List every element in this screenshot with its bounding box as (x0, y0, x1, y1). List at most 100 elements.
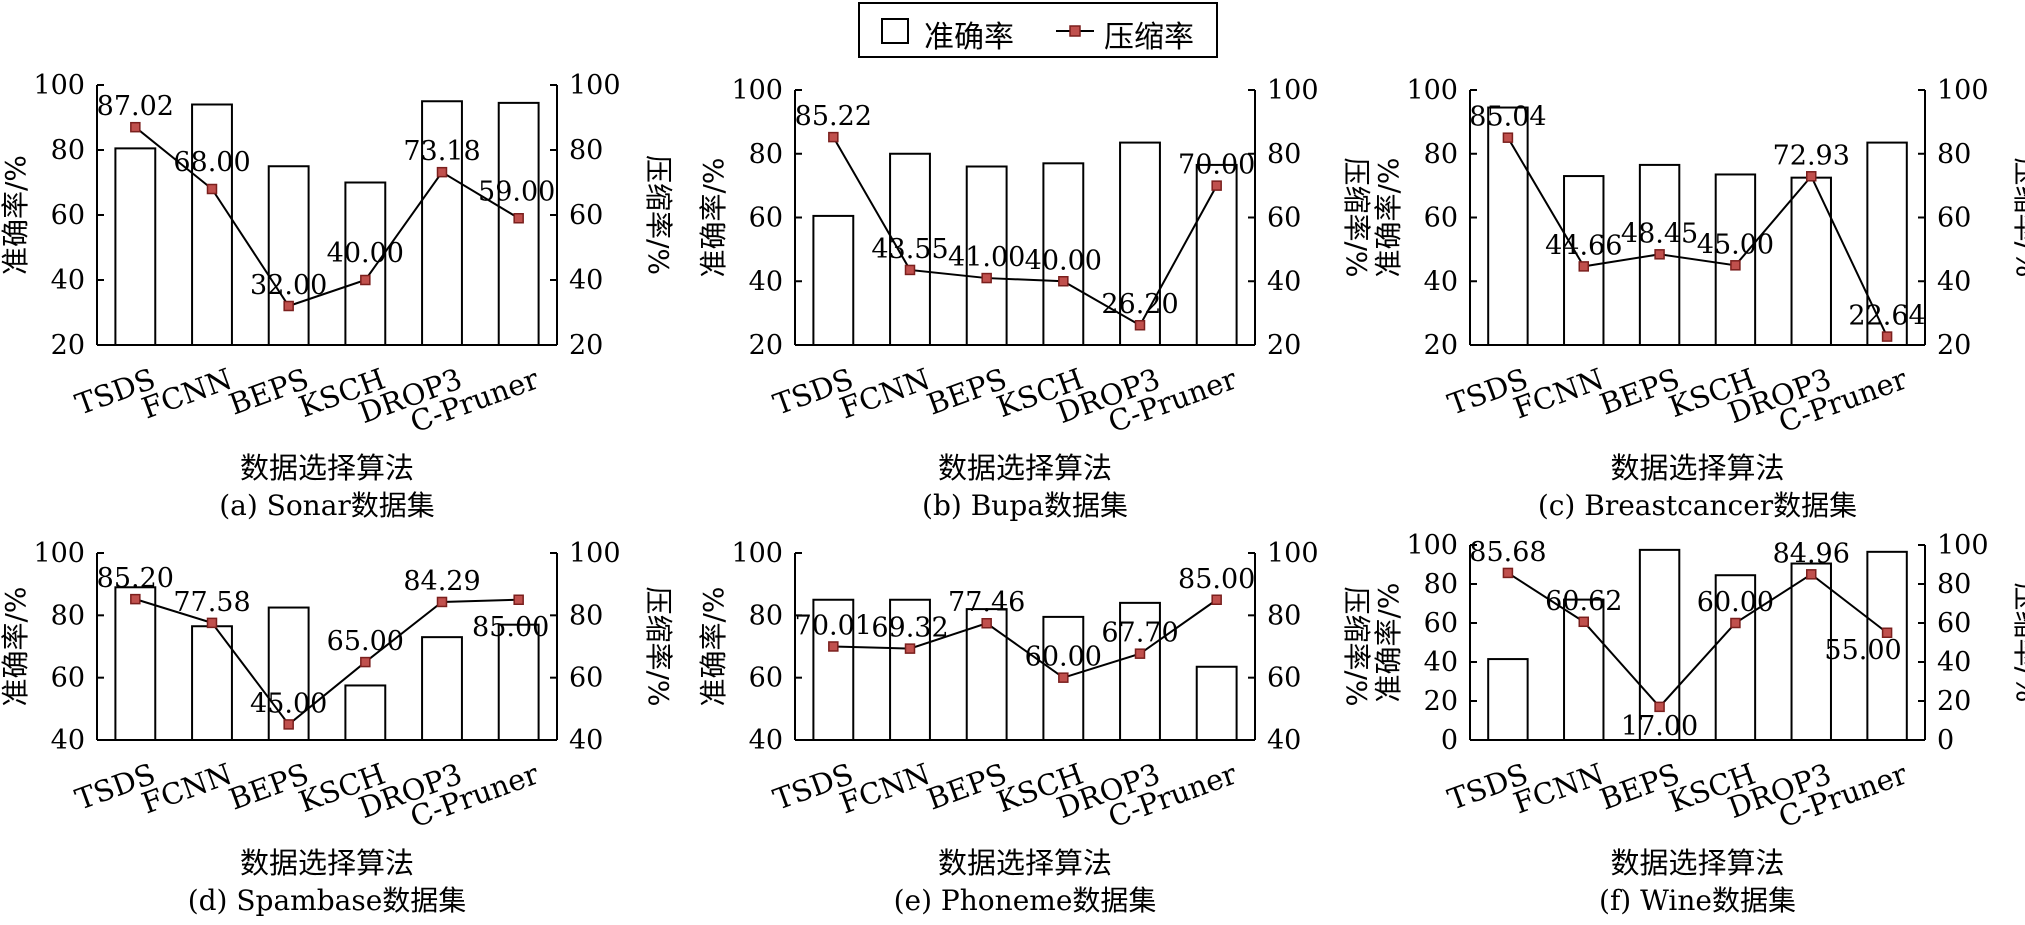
left-tick-label: 20 (1424, 330, 1458, 361)
compression-data-label: 85.68 (1469, 537, 1546, 568)
left-tick-label: 80 (1424, 569, 1458, 600)
accuracy-bar (812, 598, 855, 741)
category-tick-label: FCNN (835, 757, 934, 821)
accuracy-bar (965, 608, 1008, 741)
compression-data-label: 85.00 (472, 612, 549, 643)
compression-marker (1730, 260, 1741, 271)
right-tick-label: 60 (569, 663, 603, 694)
right-tick-label: 20 (1937, 686, 1971, 717)
accuracy-bar (421, 636, 463, 742)
right-tick-label: 80 (569, 135, 603, 166)
compression-marker (1578, 616, 1589, 628)
compression-data-label: 68.00 (173, 147, 250, 178)
compression-marker (513, 594, 524, 605)
right-tick-label: 0 (1937, 725, 1954, 756)
accuracy-bar (965, 165, 1008, 346)
x-axis-title: 数据选择算法 (240, 451, 414, 485)
compression-data-label: 26.20 (1101, 289, 1178, 320)
compression-data-label: 85.22 (795, 101, 872, 132)
x-axis-title: 数据选择算法 (1610, 451, 1784, 485)
compression-marker (360, 274, 371, 286)
compression-marker (283, 719, 294, 730)
compression-marker (1881, 627, 1893, 638)
legend-compression-label: 压缩率 (1104, 20, 1194, 55)
accuracy-bar (1487, 106, 1529, 346)
left-tick-label: 0 (1441, 725, 1458, 756)
accuracy-bar (1042, 162, 1085, 346)
accuracy-bar (267, 165, 310, 346)
left-tick-label: 60 (749, 203, 783, 234)
legend: 准确率 压缩率 (858, 2, 1218, 58)
compression-marker (1730, 617, 1741, 629)
compression-marker (436, 166, 448, 178)
compression-marker (981, 617, 992, 629)
accuracy-bar (114, 586, 157, 741)
compression-data-label: 40.00 (1025, 245, 1102, 276)
compression-marker (206, 183, 218, 195)
right-tick-label: 20 (1267, 330, 1301, 361)
compression-data-label: 43.55 (871, 234, 948, 265)
right-tick-label: 100 (1267, 75, 1319, 106)
compression-marker (1502, 132, 1514, 143)
accuracy-bar (812, 214, 855, 346)
accuracy-bar (1790, 176, 1832, 346)
compression-data-label: 77.46 (948, 587, 1025, 618)
compression-data-label: 84.29 (403, 566, 480, 597)
accuracy-bar (191, 625, 233, 741)
left-tick-label: 100 (1406, 530, 1458, 561)
compression-marker (130, 593, 141, 605)
compression-line (134, 126, 520, 308)
compression-data-label: 44.66 (1545, 230, 1622, 261)
compression-data-label: 55.00 (1824, 635, 1901, 666)
right-tick-label: 80 (1937, 569, 1971, 600)
compression-data-label: 73.18 (403, 136, 480, 167)
left-tick-label: 40 (51, 725, 85, 756)
compression-data-label: 45.00 (1697, 229, 1774, 260)
compression-marker (828, 641, 839, 652)
panel-caption: (c) Breastcancer数据集 (1538, 489, 1857, 522)
accuracy-bar (114, 147, 157, 346)
y-axis-right-title: 压缩率/% (1340, 586, 1373, 706)
compression-data-label: 48.45 (1621, 218, 1698, 249)
panel-caption: (a) Sonar数据集 (219, 489, 435, 522)
left-tick-label: 60 (51, 663, 85, 694)
left-tick-label: 80 (51, 135, 85, 166)
left-tick-label: 60 (749, 663, 783, 694)
compression-data-label: 84.96 (1773, 538, 1850, 569)
compression-marker (1806, 569, 1817, 580)
right-tick-label: 40 (1267, 725, 1301, 756)
accuracy-bar (889, 598, 931, 741)
accuracy-bar (1866, 550, 1908, 742)
compression-data-label: 59.00 (478, 176, 555, 207)
compression-marker (904, 264, 916, 276)
accuracy-bar (1563, 175, 1605, 346)
left-tick-label: 60 (1424, 203, 1458, 234)
compression-marker (904, 643, 916, 654)
y-axis-right-title: 压缩率/% (642, 586, 675, 706)
left-tick-label: 40 (1424, 266, 1458, 297)
left-tick-label: 100 (731, 75, 783, 106)
left-tick-label: 100 (33, 70, 85, 101)
compression-marker (828, 131, 839, 143)
compression-marker (1806, 171, 1817, 182)
compression-data-label: 41.00 (948, 242, 1025, 273)
y-axis-left-title: 准确率/% (0, 586, 32, 706)
compression-marker (206, 617, 218, 629)
left-tick-label: 80 (749, 600, 783, 631)
x-axis-title: 数据选择算法 (1610, 846, 1784, 880)
compression-data-label: 60.62 (1545, 586, 1622, 617)
y-axis-right-title: 压缩率/% (2010, 582, 2025, 702)
accuracy-bar (344, 181, 387, 346)
accuracy-bar (1195, 163, 1238, 346)
left-tick-label: 80 (1424, 139, 1458, 170)
compression-data-label: 85.20 (97, 563, 174, 594)
accuracy-bar (421, 100, 463, 346)
accuracy-bar (1714, 173, 1757, 346)
compression-data-label: 22.64 (1848, 301, 1925, 332)
compression-marker (1211, 180, 1222, 191)
left-tick-label: 60 (1424, 608, 1458, 639)
accuracy-bar (1790, 562, 1832, 742)
y-axis-left-title: 准确率/% (1372, 582, 1405, 702)
left-tick-label: 100 (33, 538, 85, 569)
